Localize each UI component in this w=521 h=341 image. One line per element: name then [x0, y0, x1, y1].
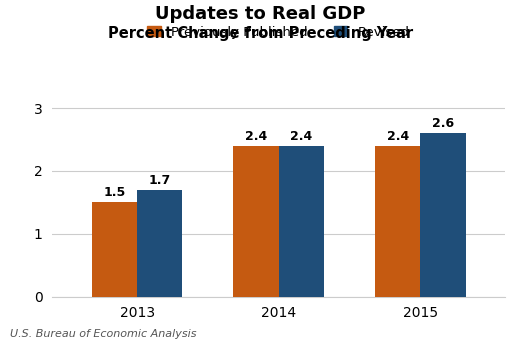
Legend: Previously Published, Revised: Previously Published, Revised [147, 26, 410, 39]
Text: Percent Change from Preceding Year: Percent Change from Preceding Year [108, 26, 413, 41]
Bar [233, 146, 279, 297]
Text: 2.6: 2.6 [432, 117, 454, 130]
Text: U.S. Bureau of Economic Analysis: U.S. Bureau of Economic Analysis [10, 329, 197, 339]
Bar [420, 133, 466, 297]
Bar [279, 146, 324, 297]
Text: 1.7: 1.7 [148, 174, 171, 187]
Bar [375, 146, 420, 297]
Bar [137, 190, 182, 297]
Text: 2.4: 2.4 [290, 130, 313, 143]
Bar [92, 202, 137, 297]
Text: 1.5: 1.5 [103, 186, 126, 199]
Text: Updates to Real GDP: Updates to Real GDP [155, 5, 366, 23]
Text: 2.4: 2.4 [245, 130, 267, 143]
Text: 2.4: 2.4 [387, 130, 409, 143]
